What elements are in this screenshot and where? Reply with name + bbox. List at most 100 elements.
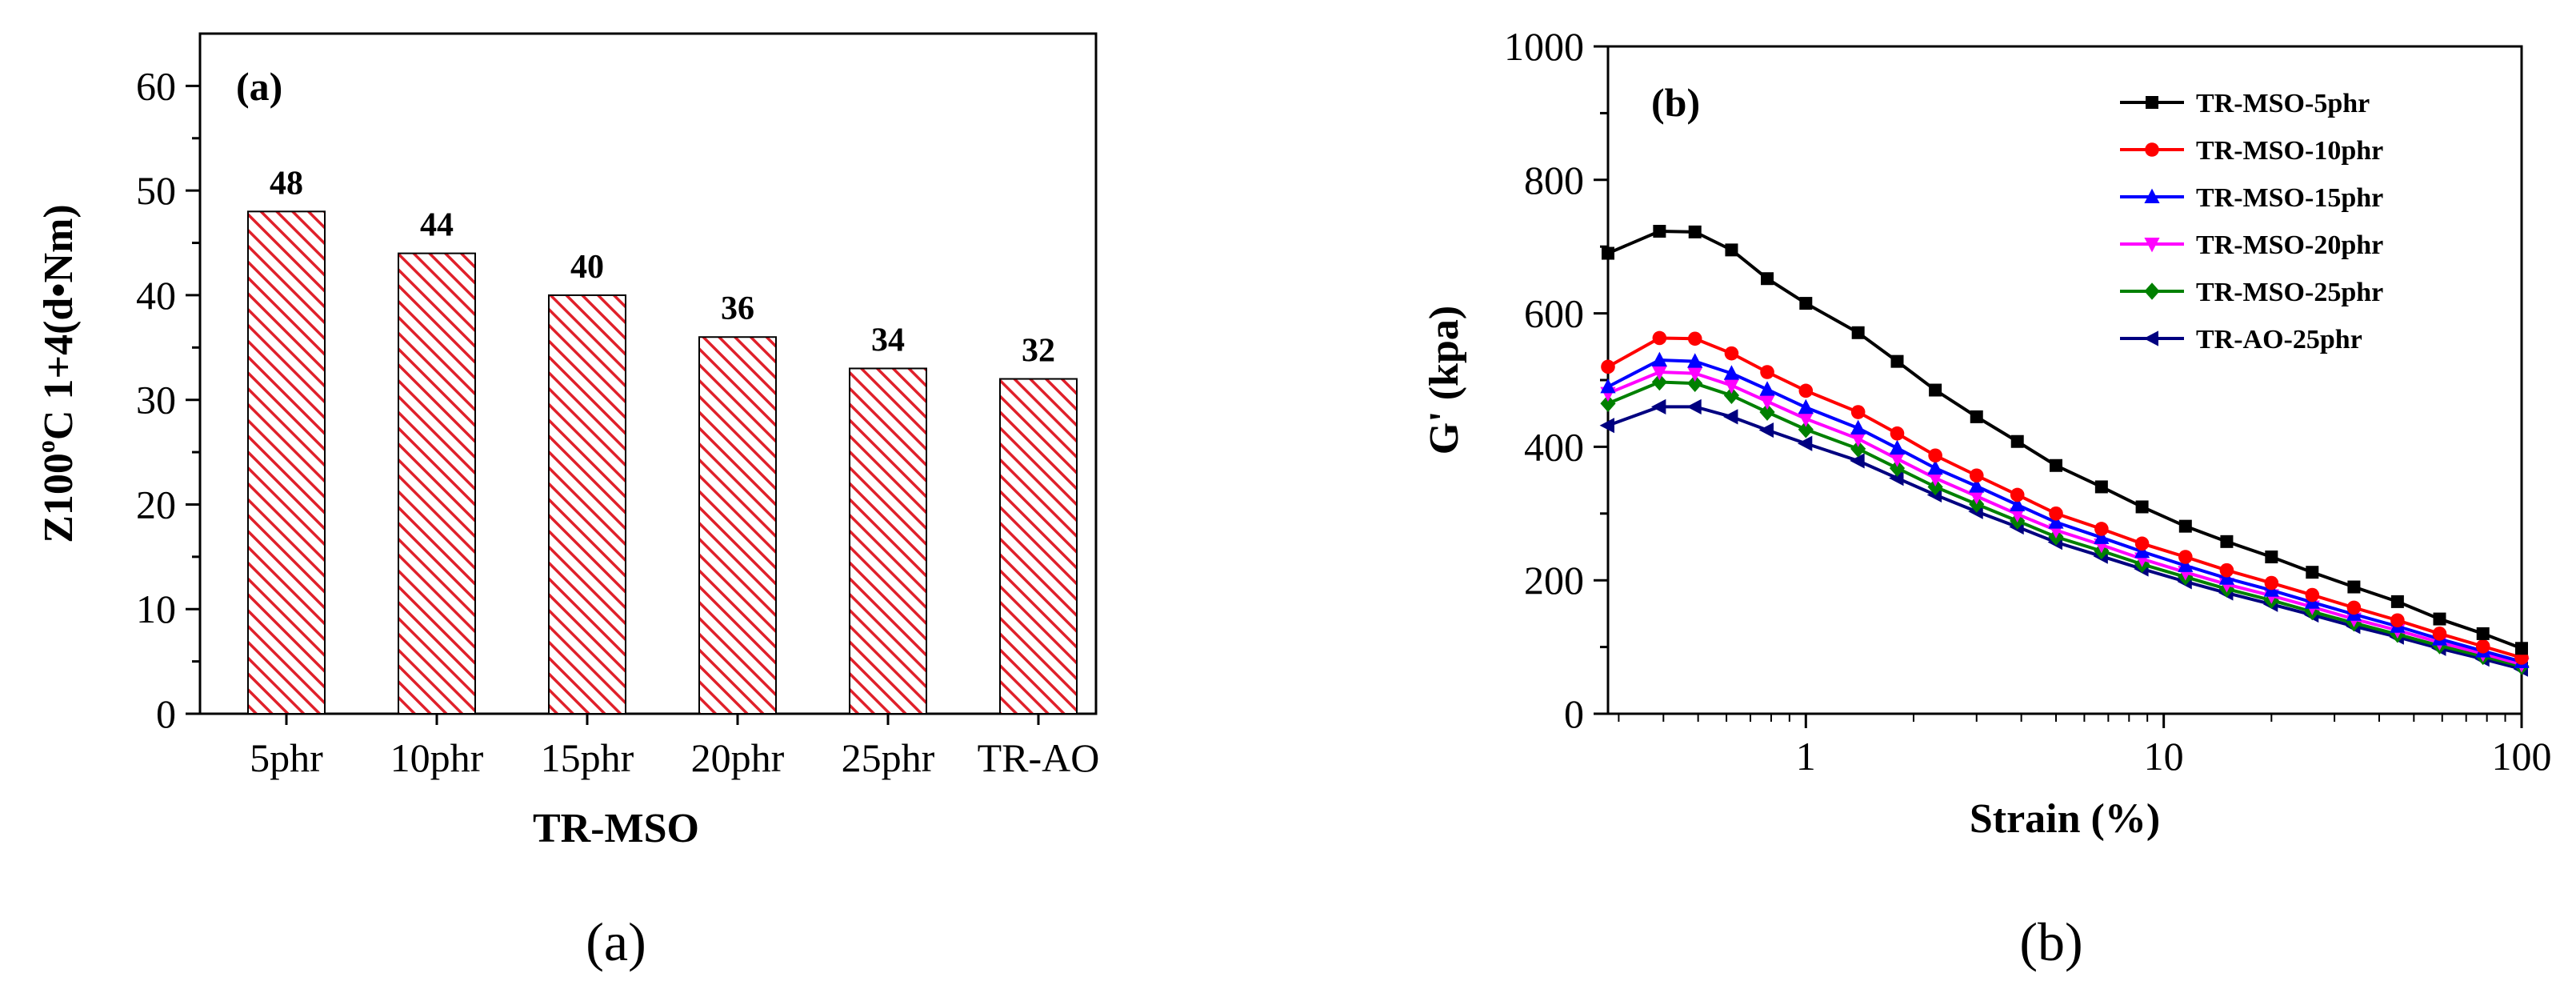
data-point (2010, 487, 2025, 503)
y-tick-label: 800 (1524, 158, 1584, 202)
data-point (2135, 500, 2149, 514)
data-point (2476, 627, 2490, 640)
data-point (1928, 448, 1942, 463)
data-point (2306, 566, 2319, 579)
data-point (1758, 422, 1774, 438)
data-point (1798, 383, 1814, 398)
panel-a-frame (198, 32, 1098, 715)
data-point (1687, 353, 1703, 368)
legend-label: TR-MSO-5phr (2196, 89, 2370, 118)
data-point (1723, 386, 1740, 404)
legend-label: TR-MSO-25phr (2196, 278, 2383, 307)
data-point (1687, 331, 1702, 346)
data-point (2220, 535, 2234, 548)
data-point (1889, 452, 1906, 467)
legend-item: TR-MSO-10phr (2120, 136, 2383, 166)
y-tick-label: 0 (156, 691, 176, 736)
bar (398, 252, 476, 715)
y-tick-label: 1000 (1504, 24, 1584, 69)
data-point (1653, 225, 1666, 238)
data-point (2094, 529, 2110, 544)
series-line (1607, 230, 2522, 651)
y-tick-label: 400 (1524, 424, 1584, 469)
legend-item: TR-MSO-20phr (2120, 230, 2383, 260)
data-point (1889, 439, 1906, 455)
data-point (1761, 272, 1774, 286)
series-TR-MSO-20phr (1600, 365, 2530, 673)
data-point (1850, 432, 1866, 447)
panel-b: (b) 0 200 400 600 800 1000 1 10 100 TR-MSO-5phr… (1422, 24, 2552, 842)
x-tick-label: 100 (2492, 734, 2552, 779)
data-point (1600, 394, 1616, 412)
legend-label: TR-MSO-15phr (2196, 183, 2383, 213)
data-point (2010, 434, 2024, 448)
data-point (1850, 405, 1866, 419)
bar (247, 210, 326, 715)
panel-a-bars: 48 44 40 36 34 32 (247, 165, 1078, 715)
panel-b-x-ticks: 1 10 100 (1618, 714, 2552, 779)
data-point (2432, 627, 2447, 641)
legend-swatch-marker (2143, 330, 2158, 346)
panel-b-series (1599, 225, 2530, 677)
y-tick-label: 60 (136, 63, 176, 108)
data-point (2346, 600, 2362, 615)
data-point (1799, 297, 1813, 310)
x-tick-label: 10phr (390, 735, 484, 780)
data-point (2515, 642, 2528, 655)
bar (548, 294, 626, 715)
panel-a-tag: (a) (236, 64, 282, 109)
legend-item: TR-MSO-15phr (2120, 183, 2383, 213)
data-point (1850, 440, 1866, 458)
legend-swatch-marker (2144, 188, 2160, 203)
series-line (1607, 336, 2522, 659)
x-tick-label: 1 (1796, 734, 1816, 779)
y-tick-label: 200 (1524, 558, 1584, 603)
data-point (2010, 496, 2026, 511)
data-point (1759, 381, 1775, 396)
data-point (1725, 243, 1738, 257)
series-TR-MSO-15phr (1600, 351, 2530, 668)
data-point (1723, 378, 1740, 394)
data-point (2347, 580, 2361, 594)
data-point (1797, 435, 1813, 451)
data-point (1686, 398, 1702, 414)
panel-a-x-tick-labels: 5phr 10phr 15phr 20phr 25phr TR-AO (250, 714, 1099, 780)
panel-a-x-axis-label: TR-MSO (533, 806, 699, 851)
data-point (2010, 507, 2026, 523)
x-tick-label: 15phr (541, 735, 634, 780)
y-tick-label: 50 (136, 168, 176, 213)
data-point (1760, 365, 1774, 379)
data-point (2134, 543, 2150, 559)
data-point (1969, 478, 1985, 493)
data-point (1890, 354, 1904, 368)
bar-data-label: 34 (871, 322, 905, 358)
data-point (2390, 613, 2405, 628)
data-point (2094, 480, 2108, 494)
y-tick-label: 30 (136, 378, 176, 422)
panel-b-y-ticks: 0 200 400 600 800 1000 (1504, 24, 1608, 736)
data-point (1723, 409, 1738, 425)
x-tick-label: 10 (2144, 734, 2184, 779)
x-tick-label: 25phr (842, 735, 935, 780)
y-tick-label: 600 (1524, 291, 1584, 336)
data-point (1889, 459, 1906, 477)
x-tick-label: 5phr (250, 735, 323, 780)
series-TR-MSO-10phr (1601, 330, 2529, 665)
data-point (1652, 330, 1667, 346)
data-point (1927, 459, 1943, 475)
data-point (2219, 563, 2234, 578)
legend-swatch-marker (2144, 238, 2160, 253)
bar-data-label: 40 (570, 249, 604, 286)
legend-item: TR-MSO-25phr (2120, 278, 2383, 307)
legend: TR-MSO-5phr TR-MSO-10phr TR-MSO-15phr TR-MS… (2120, 89, 2383, 354)
bar (999, 378, 1078, 715)
y-tick-label: 40 (136, 273, 176, 318)
panel-a-y-ticks: 0 10 20 30 40 50 60 (136, 63, 200, 736)
data-point (2134, 536, 2150, 551)
panel-b-y-axis-label: G' (kpa) (1422, 306, 1467, 454)
y-tick-label: 10 (136, 587, 176, 631)
data-point (1798, 420, 1814, 438)
legend-swatch-marker (2145, 142, 2159, 157)
data-point (2048, 514, 2064, 529)
data-point (2265, 551, 2278, 564)
